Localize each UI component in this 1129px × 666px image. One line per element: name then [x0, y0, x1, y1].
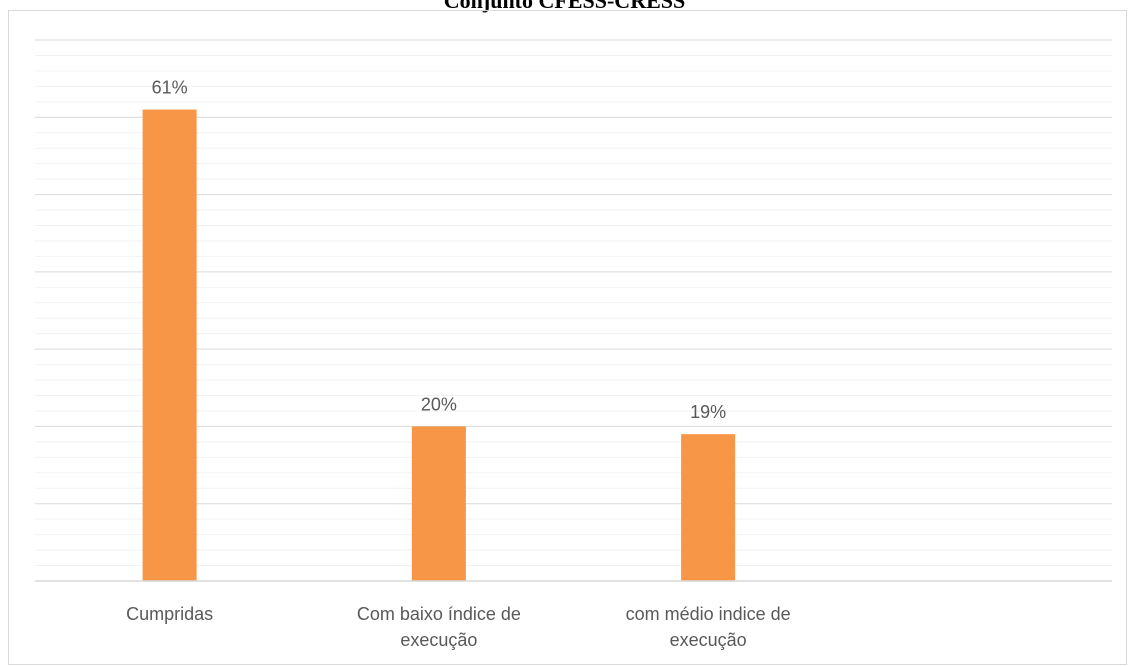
category-tick-label: Cumpridas: [126, 604, 213, 624]
category-tick-label: Com baixo índice de: [357, 604, 521, 624]
chart-title: Conjunto CFESS-CRESS: [443, 0, 686, 13]
data-label: 61%: [152, 78, 188, 98]
category-tick-label: execução: [670, 630, 747, 650]
category-tick-label: com médio indice de: [626, 604, 791, 624]
bar: [411, 426, 466, 581]
bar: [681, 434, 736, 581]
bar: [142, 109, 197, 582]
category-tick-label: execução: [400, 630, 477, 650]
data-label: 19%: [690, 402, 726, 422]
data-label: 20%: [421, 394, 457, 414]
chart-frame: [8, 10, 1127, 665]
